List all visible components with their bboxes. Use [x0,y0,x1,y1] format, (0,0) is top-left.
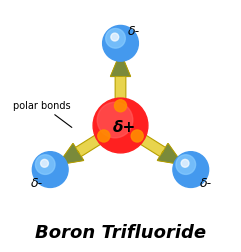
Circle shape [114,100,127,112]
Text: δ-: δ- [127,25,140,38]
Circle shape [97,103,133,138]
Circle shape [106,29,125,49]
Polygon shape [110,53,131,111]
Circle shape [103,26,138,62]
Text: δ-: δ- [200,176,212,190]
Circle shape [181,160,189,168]
Circle shape [176,155,196,175]
Polygon shape [157,144,183,165]
Circle shape [111,34,119,42]
Circle shape [35,155,55,175]
Text: Boron Trifluoride: Boron Trifluoride [35,223,206,241]
Circle shape [131,131,143,142]
Circle shape [93,99,148,153]
Polygon shape [110,53,131,77]
Circle shape [98,131,110,142]
Text: δ+: δ+ [113,120,136,135]
Circle shape [32,152,68,188]
Polygon shape [130,130,183,165]
Polygon shape [58,144,84,165]
Text: δ-: δ- [31,176,43,190]
Polygon shape [58,130,111,165]
Circle shape [173,152,209,188]
Text: polar bonds: polar bonds [13,101,72,128]
Circle shape [40,160,48,168]
